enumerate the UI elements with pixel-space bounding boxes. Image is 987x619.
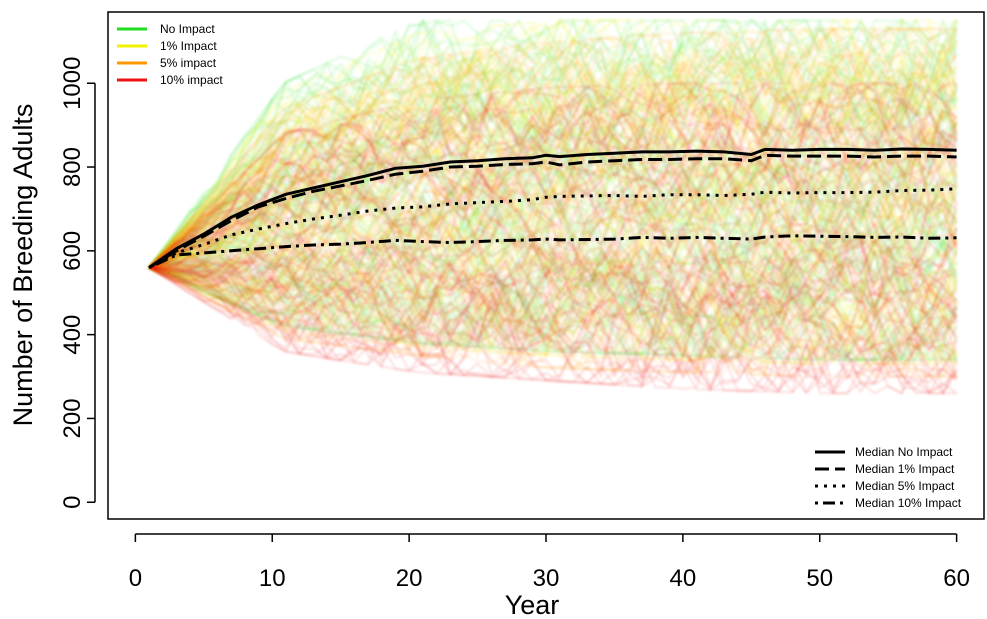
sim-trajectory [148,244,958,358]
sim-group-3 [148,81,958,396]
sim-trajectory [148,267,958,383]
sim-trajectory [148,27,957,268]
sim-trajectory [148,19,958,268]
y-axis-title: Number of Breeding Adults [8,104,38,427]
sim-trajectory [148,28,958,268]
x-tick-label: 0 [129,565,142,592]
sim-legend-label: 1% Impact [160,39,217,53]
sim-trajectory [149,243,958,339]
sim-trajectory [149,186,957,305]
x-tick-label: 30 [533,565,560,592]
sim-trajectory [149,239,958,342]
sim-trajectory [148,267,958,396]
sim-trajectory [148,146,958,269]
x-axis: 0 10 20 30 40 50 60 [129,533,970,592]
sim-trajectory [149,171,958,270]
y-tick-label: 600 [59,231,86,271]
sim-trajectory [148,81,958,269]
median-legend: Median No Impact Median 1% Impact Median 5… [815,445,962,510]
sim-trajectory [148,92,957,269]
median-line-1 [148,153,957,269]
simulation-trajectories [148,18,958,396]
sim-trajectory [148,28,957,268]
median-line-3 [148,234,957,269]
sim-trajectory [148,19,957,268]
median-legend-label: Median 5% Impact [855,479,955,493]
y-tick-label: 800 [59,147,86,187]
median-line-0 [148,147,957,269]
median-legend-label: Median 10% Impact [855,496,962,510]
sim-trajectory [149,240,958,351]
y-tick-label: 200 [59,398,86,438]
sim-trajectory [148,161,958,269]
sim-trajectory [148,240,957,361]
sim-trajectory [148,161,958,269]
sim-legend-label: 5% impact [160,56,217,70]
y-tick-label: 400 [59,315,86,355]
sim-trajectory [148,87,958,269]
sim-trajectory [149,258,957,355]
sim-trajectory [149,229,958,339]
sim-trajectory [148,50,957,269]
x-axis-title: Year [505,590,560,619]
sim-trajectory [148,254,957,375]
x-tick-label: 40 [670,565,697,592]
sim-trajectory [148,95,958,269]
sim-trajectory [148,141,958,269]
sim-trajectory [148,230,958,318]
sim-trajectory [149,267,958,390]
sim-trajectory [148,267,958,394]
sim-trajectory [148,19,958,268]
median-line-2 [148,187,957,269]
sim-trajectory [148,82,958,268]
sim-trajectory [148,121,957,269]
sim-trajectory [148,99,958,269]
sim-trajectory [148,94,957,268]
sim-trajectory [148,267,957,391]
x-tick-label: 60 [943,565,970,592]
sim-trajectory [148,82,957,269]
y-tick-label: 1000 [59,57,86,110]
sim-trajectory [149,267,958,376]
sim-trajectory [149,240,957,327]
sim-trajectory [148,149,957,269]
plot-frame [107,11,985,520]
y-tick-label: 0 [59,496,86,509]
median-lines [148,147,957,269]
sim-trajectory [148,142,958,269]
simulation-legend: No Impact 1% Impact 5% impact 10% impact [117,22,223,87]
x-tick-label: 50 [806,565,833,592]
sim-trajectory [148,210,957,280]
median-legend-label: Median 1% Impact [855,462,955,476]
x-tick-label: 10 [259,565,286,592]
sim-legend-label: 10% impact [160,73,223,87]
sim-trajectory [148,267,957,395]
y-axis: 0 200 400 600 800 1000 [59,57,96,509]
median-legend-label: Median No Impact [855,445,953,459]
x-tick-label: 20 [396,565,423,592]
sim-trajectory [148,163,958,272]
sim-trajectory [148,82,957,269]
sim-trajectory [148,39,958,269]
sim-trajectory [149,208,958,305]
sim-legend-label: No Impact [160,22,215,36]
sim-trajectory [148,267,958,389]
